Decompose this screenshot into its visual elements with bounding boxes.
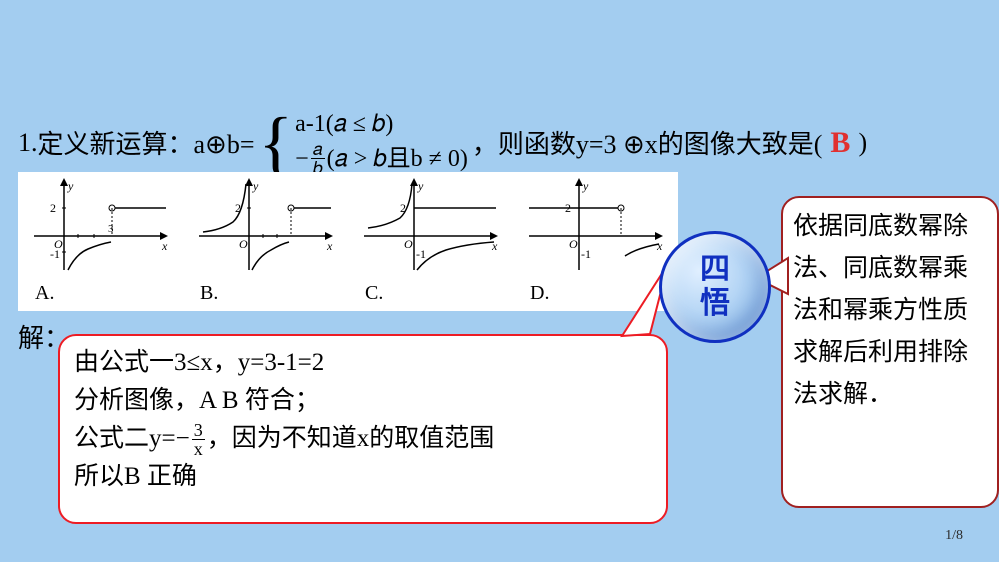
piecewise-formula: { a-1(𝑎 ≤ 𝑏) − 𝑎 𝑏 (𝑎 > 𝑏且b ≠ 0)	[259, 108, 468, 177]
chart-C-svg: y x O 2 -1	[356, 176, 506, 280]
sol-line2: 分析图像，A B 符合；	[74, 382, 652, 420]
svg-text:O: O	[404, 237, 413, 251]
case-top: a-1(𝑎 ≤ 𝑏)	[295, 108, 468, 140]
svg-text:-1: -1	[50, 247, 60, 261]
hint-text: 依据同底数幂除法、同底数幂乘法和幂乘方性质求解后利用排除法求解．	[793, 213, 968, 408]
solution-bubble: 由公式一3≤x，y=3-1=2 分析图像，A B 符合； 公式二y=− 3 x …	[58, 334, 668, 524]
hint-bubble: 依据同底数幂除法、同底数幂乘法和幂乘方性质求解后利用排除法求解．	[781, 196, 999, 508]
svg-text:y: y	[582, 179, 589, 193]
svg-text:-1: -1	[416, 247, 426, 261]
q-suffix: ，则函数y=3 ⊕x的图像大致是(	[472, 124, 823, 161]
charts-panel: y x O 2 3 -1 A. y x O	[18, 172, 678, 311]
q-number: 1.	[18, 128, 38, 158]
sol-line3: 公式二y=− 3 x ，因为不知道x的取值范围	[74, 420, 652, 458]
svg-text:O: O	[569, 237, 578, 251]
chart-C: y x O 2 -1 C.	[348, 176, 513, 305]
svg-text:x: x	[491, 239, 498, 253]
siwu-badge: 四 悟	[659, 231, 771, 343]
svg-text:3: 3	[108, 223, 114, 235]
fraction-3x: 3 x	[192, 421, 205, 458]
chart-A-svg: y x O 2 3 -1	[26, 176, 176, 280]
siwu-top: 四	[700, 253, 730, 287]
sol-line4: 所以B 正确	[74, 458, 652, 496]
svg-text:y: y	[417, 179, 424, 193]
chart-B-svg: y x O 2	[191, 176, 341, 280]
svg-text:2: 2	[50, 201, 56, 215]
q-close: )	[858, 128, 867, 158]
chart-A: y x O 2 3 -1 A.	[18, 176, 183, 305]
svg-text:-1: -1	[581, 247, 591, 261]
siwu-bot: 悟	[700, 287, 730, 321]
chart-B: y x O 2 B.	[183, 176, 348, 305]
svg-text:x: x	[326, 239, 333, 253]
q-prefix: 定义新运算：a⊕b=	[38, 124, 255, 161]
answer-letter: B	[830, 126, 850, 160]
page-number: 1/8	[945, 528, 963, 544]
sol-line1: 由公式一3≤x，y=3-1=2	[74, 344, 652, 382]
svg-text:y: y	[67, 179, 74, 193]
svg-text:y: y	[252, 179, 259, 193]
svg-text:x: x	[161, 239, 168, 253]
question-line: 1. 定义新运算：a⊕b= { a-1(𝑎 ≤ 𝑏) − 𝑎 𝑏 (𝑎 > 𝑏且…	[18, 108, 978, 177]
left-brace-icon: {	[259, 113, 294, 173]
svg-text:O: O	[239, 237, 248, 251]
